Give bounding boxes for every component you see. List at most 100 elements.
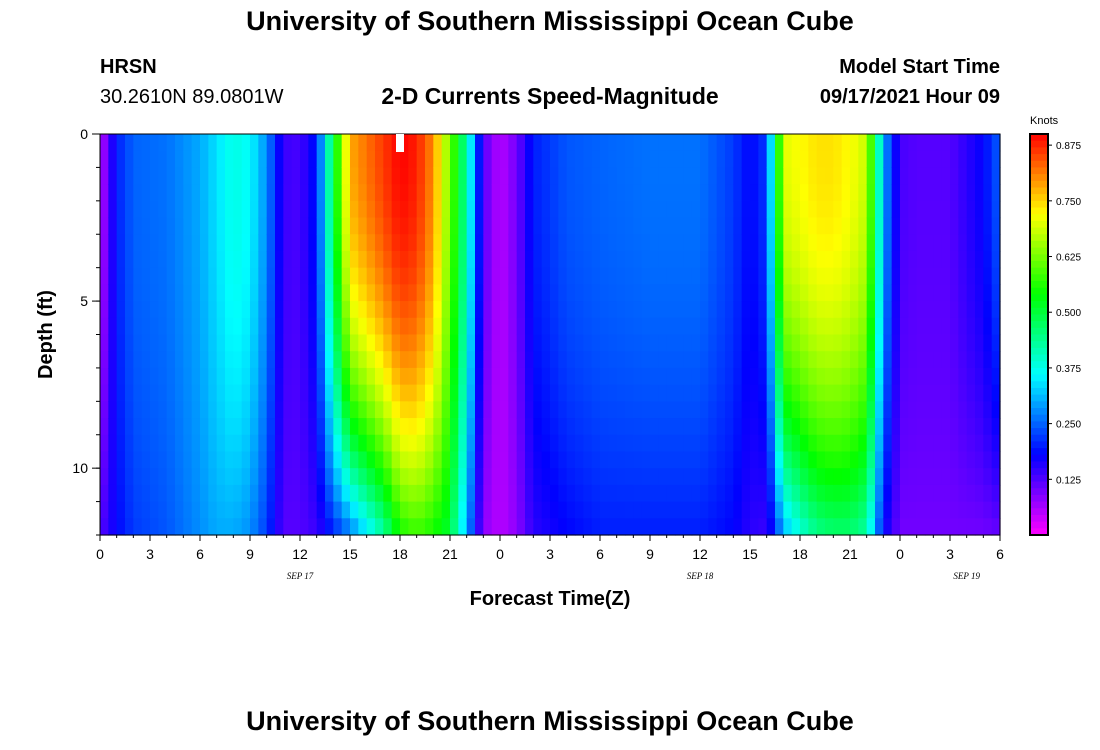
heatmap-cell xyxy=(700,367,709,386)
heatmap-cell xyxy=(466,334,476,352)
heatmap-cell xyxy=(900,351,909,369)
heatmap-cell xyxy=(308,267,318,285)
heatmap-cell xyxy=(883,484,893,503)
heatmap-cell xyxy=(350,234,359,252)
heatmap-cell xyxy=(133,250,143,269)
heatmap-cell xyxy=(116,284,126,302)
heatmap-cell xyxy=(541,418,551,436)
heatmap-cell xyxy=(658,501,668,519)
heatmap-cell xyxy=(950,434,959,453)
heatmap-cell xyxy=(516,518,526,536)
heatmap-cell xyxy=(575,250,584,269)
heatmap-cell xyxy=(875,284,884,302)
heatmap-cell xyxy=(966,351,976,369)
heatmap-cell xyxy=(991,150,1001,169)
heatmap-cell xyxy=(691,384,701,402)
heatmap-cell xyxy=(575,134,584,152)
heatmap-cell xyxy=(416,451,426,469)
heatmap-cell xyxy=(341,150,351,169)
heatmap-cell xyxy=(116,434,126,453)
heatmap-cell xyxy=(875,334,884,352)
heatmap-cell xyxy=(883,284,893,302)
heatmap-cell xyxy=(491,367,501,386)
heatmap-cell xyxy=(250,167,259,185)
heatmap-cell xyxy=(633,401,643,419)
heatmap-cell xyxy=(158,334,168,352)
heatmap-cell xyxy=(791,217,801,235)
heatmap-cell xyxy=(983,468,993,486)
heatmap-cell xyxy=(750,518,759,536)
heatmap-cell xyxy=(391,317,401,336)
heatmap-cell xyxy=(233,434,243,453)
heatmap-cell xyxy=(300,134,309,152)
heatmap-cell xyxy=(891,134,901,152)
heatmap-cell xyxy=(325,334,334,352)
heatmap-cell xyxy=(258,451,268,469)
heatmap-cell xyxy=(850,468,859,486)
heatmap-cell xyxy=(333,184,343,202)
heatmap-cell xyxy=(966,284,976,302)
heatmap-cell xyxy=(300,484,309,503)
heatmap-cell xyxy=(233,200,243,219)
heatmap-cell xyxy=(250,134,259,152)
heatmap-cell xyxy=(691,250,701,269)
heatmap-cell xyxy=(783,451,793,469)
heatmap-cell xyxy=(525,317,534,336)
heatmap-cell xyxy=(633,484,643,503)
heatmap-cell xyxy=(908,451,918,469)
heatmap-cell xyxy=(675,267,684,285)
heatmap-cell xyxy=(408,284,418,302)
heatmap-cell xyxy=(616,501,626,519)
heatmap-cell xyxy=(208,418,218,436)
heatmap-cell xyxy=(216,184,226,202)
heatmap-cell xyxy=(616,351,626,369)
heatmap-cell xyxy=(333,334,343,352)
x-tick-label: 0 xyxy=(896,546,904,562)
heatmap-cell xyxy=(158,250,168,269)
heatmap-cell xyxy=(333,468,343,486)
heatmap-cell xyxy=(666,418,676,436)
heatmap-cell xyxy=(633,167,643,185)
heatmap-cell xyxy=(950,134,959,152)
heatmap-cell xyxy=(341,267,351,285)
heatmap-cell xyxy=(183,501,193,519)
heatmap-cell xyxy=(541,284,551,302)
heatmap-cell xyxy=(816,468,826,486)
heatmap-cell xyxy=(458,200,468,219)
heatmap-cell xyxy=(466,468,476,486)
heatmap-cell xyxy=(925,367,934,386)
heatmap-cell xyxy=(908,367,918,386)
heatmap-cell xyxy=(808,184,818,202)
heatmap-cell xyxy=(683,418,693,436)
heatmap-cell xyxy=(291,250,301,269)
heatmap-cell xyxy=(950,351,959,369)
heatmap-cell xyxy=(466,150,476,169)
heatmap-cell xyxy=(166,418,176,436)
heatmap-cell xyxy=(725,134,734,152)
heatmap-cell xyxy=(675,150,684,169)
heatmap-cell xyxy=(808,284,818,302)
heatmap-cell xyxy=(791,167,801,185)
heatmap-cell xyxy=(191,134,201,152)
heatmap-cell xyxy=(266,284,276,302)
heatmap-cell xyxy=(850,351,859,369)
heatmap-cell xyxy=(633,267,643,285)
heatmap-cell xyxy=(333,167,343,185)
heatmap-cell xyxy=(833,184,843,202)
colorbar-segment xyxy=(1030,294,1048,302)
heatmap-cell xyxy=(733,317,743,336)
heatmap-cell xyxy=(575,217,584,235)
heatmap-cell xyxy=(766,200,776,219)
heatmap-cell xyxy=(991,167,1001,185)
heatmap-cell xyxy=(491,501,501,519)
heatmap-cell xyxy=(100,250,109,269)
colorbar-segment xyxy=(1030,140,1048,148)
heatmap-cell xyxy=(991,250,1001,269)
heatmap-cell xyxy=(791,401,801,419)
heatmap-cell xyxy=(433,134,443,152)
heatmap-cell xyxy=(225,351,234,369)
heatmap-cell xyxy=(591,484,601,503)
colorbar-tick-label: 0.750 xyxy=(1056,197,1081,208)
heatmap-cell xyxy=(708,484,718,503)
heatmap-cell xyxy=(166,401,176,419)
